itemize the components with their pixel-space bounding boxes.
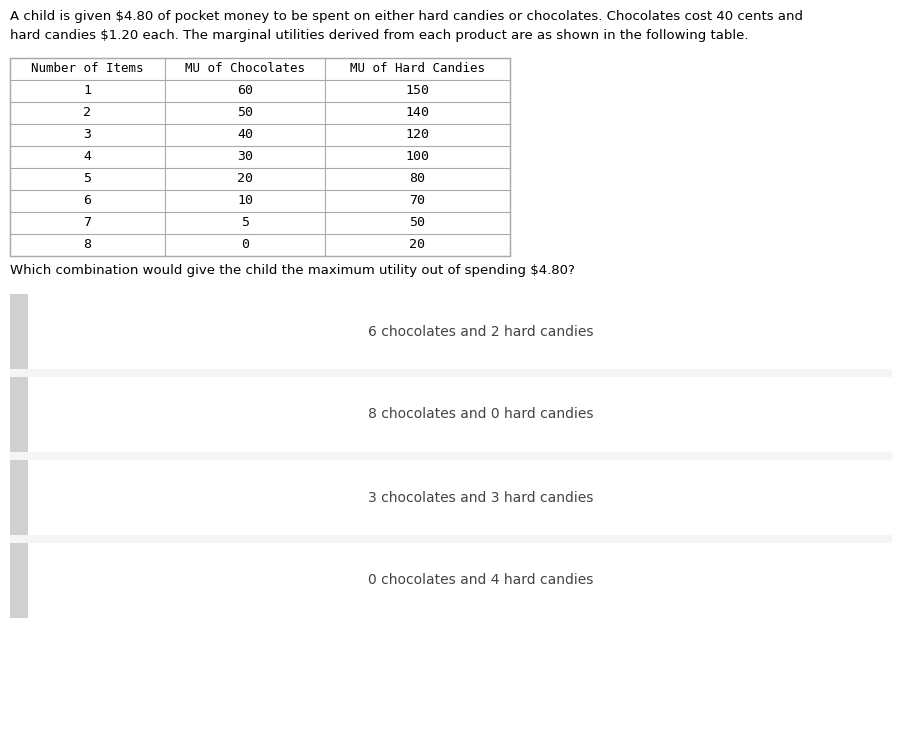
Bar <box>10 460 28 535</box>
Text: 5: 5 <box>84 172 91 185</box>
Text: 2: 2 <box>84 107 91 120</box>
Text: 4: 4 <box>84 150 91 164</box>
Bar <box>10 543 892 618</box>
Text: 8: 8 <box>84 239 91 252</box>
Text: 120: 120 <box>406 128 429 142</box>
Text: 50: 50 <box>410 217 426 229</box>
Text: 100: 100 <box>406 150 429 164</box>
Text: 70: 70 <box>410 194 426 207</box>
Text: 6 chocolates and 2 hard candies: 6 chocolates and 2 hard candies <box>368 325 594 339</box>
Bar <box>10 377 892 452</box>
Text: 1: 1 <box>84 85 91 98</box>
Text: 40: 40 <box>237 128 253 142</box>
Bar <box>10 294 892 618</box>
Text: 60: 60 <box>237 85 253 98</box>
Text: 140: 140 <box>406 107 429 120</box>
Text: 3 chocolates and 3 hard candies: 3 chocolates and 3 hard candies <box>368 491 594 504</box>
Text: 20: 20 <box>237 172 253 185</box>
Text: Which combination would give the child the maximum utility out of spending $4.80: Which combination would give the child t… <box>10 264 575 277</box>
Text: 6: 6 <box>84 194 91 207</box>
Text: 10: 10 <box>237 194 253 207</box>
Bar <box>10 460 892 535</box>
Text: 20: 20 <box>410 239 426 252</box>
Bar <box>10 377 28 452</box>
Text: MU of Chocolates: MU of Chocolates <box>185 63 305 75</box>
Bar <box>10 294 892 369</box>
Text: 3: 3 <box>84 128 91 142</box>
Text: 80: 80 <box>410 172 426 185</box>
Bar <box>10 58 510 256</box>
Text: 30: 30 <box>237 150 253 164</box>
Text: A child is given $4.80 of pocket money to be spent on either hard candies or cho: A child is given $4.80 of pocket money t… <box>10 10 803 42</box>
Text: MU of Hard Candies: MU of Hard Candies <box>350 63 485 75</box>
Text: 7: 7 <box>84 217 91 229</box>
Text: 8 chocolates and 0 hard candies: 8 chocolates and 0 hard candies <box>368 407 594 421</box>
Text: Number of Items: Number of Items <box>32 63 143 75</box>
Text: 5: 5 <box>241 217 249 229</box>
Text: 50: 50 <box>237 107 253 120</box>
Text: 150: 150 <box>406 85 429 98</box>
Text: 0 chocolates and 4 hard candies: 0 chocolates and 4 hard candies <box>368 574 594 588</box>
Text: 0: 0 <box>241 239 249 252</box>
Bar <box>10 294 28 369</box>
Bar <box>10 543 28 618</box>
